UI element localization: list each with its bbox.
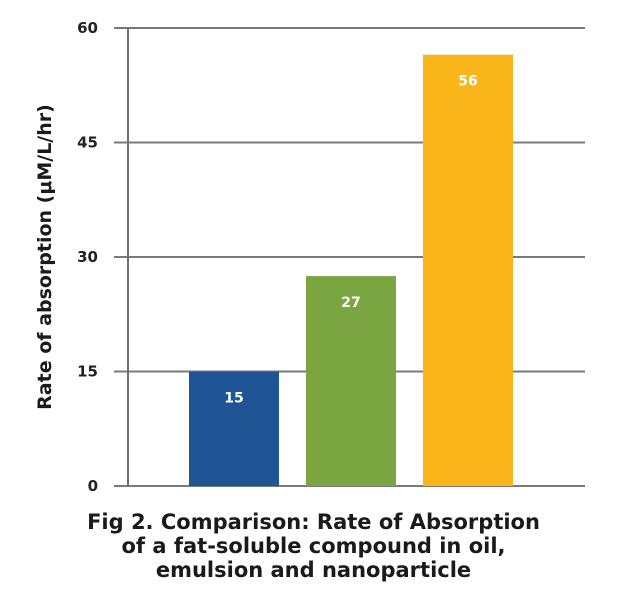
data-labels: 15 27 56 (224, 74, 477, 407)
bars (189, 54, 513, 486)
bar (423, 54, 513, 486)
bar-value-label: 56 (458, 74, 477, 90)
bar (189, 371, 279, 486)
caption-line-3: emulsion and nanoparticle (155, 558, 472, 582)
figure-caption: Fig 2. Comparison: Rate of Absorption of… (0, 510, 627, 582)
y-tick-label: 30 (77, 248, 98, 266)
caption-line-1: Fig 2. Comparison: Rate of Absorption (87, 510, 540, 534)
y-tick-label: 15 (77, 363, 98, 381)
bar-value-label: 15 (224, 391, 243, 407)
y-tick-label: 0 (88, 477, 98, 495)
y-tick-label: 60 (77, 19, 98, 37)
y-tick-label: 45 (77, 134, 98, 152)
y-axis-ticks: 0 15 30 45 60 (77, 19, 98, 495)
y-axis-label: Rate of absorption (μM/L/hr) (34, 104, 56, 410)
caption-line-2: of a fat-soluble compound in oil, (121, 534, 506, 558)
bar (306, 276, 396, 486)
bar-value-label: 27 (341, 295, 360, 311)
